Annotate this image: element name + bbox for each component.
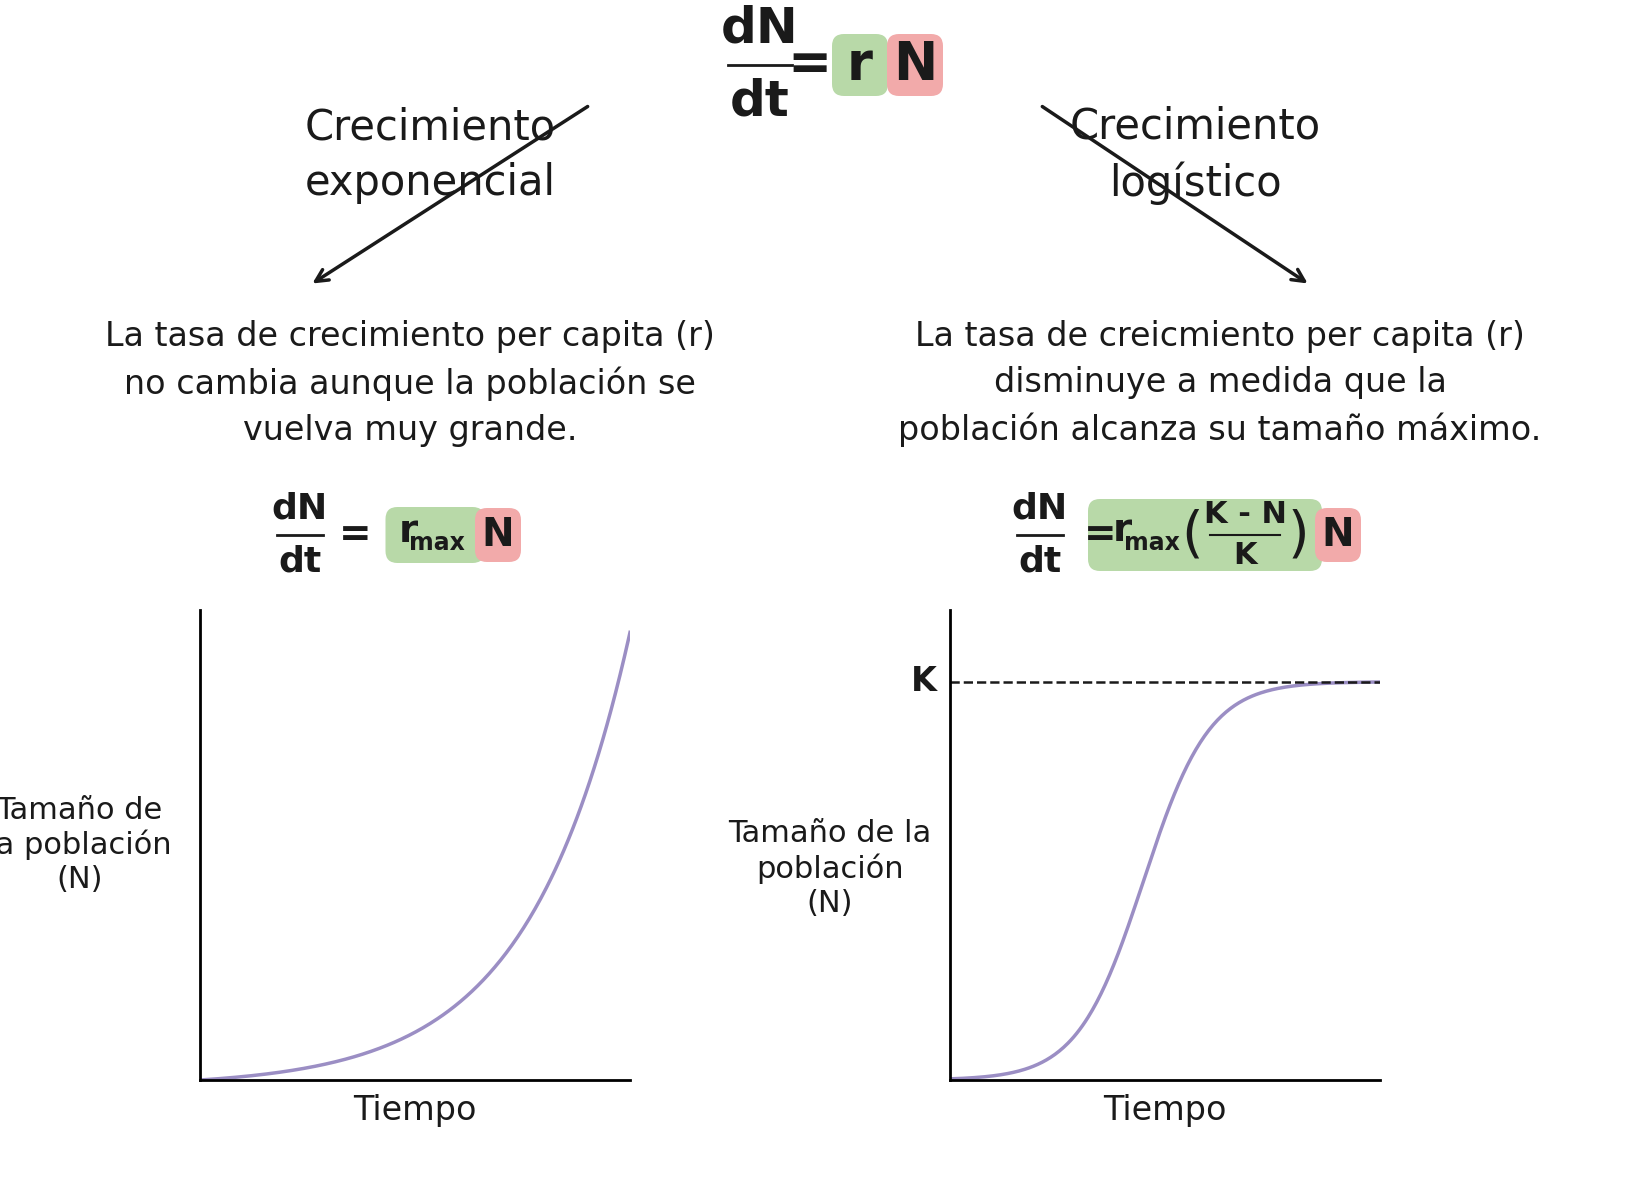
Text: dN: dN <box>272 491 327 526</box>
Text: =: = <box>339 516 371 555</box>
Text: r: r <box>399 512 417 550</box>
Text: r: r <box>1113 511 1132 549</box>
Text: Crecimiento
logístico: Crecimiento logístico <box>1069 106 1321 205</box>
FancyBboxPatch shape <box>888 35 943 96</box>
Y-axis label: Tamaño de
la población
(N): Tamaño de la población (N) <box>0 796 173 894</box>
Text: dt: dt <box>730 77 790 126</box>
Text: dN: dN <box>722 5 798 52</box>
X-axis label: Tiempo: Tiempo <box>353 1094 477 1127</box>
Text: =: = <box>1083 516 1116 555</box>
Text: K - N: K - N <box>1204 500 1287 528</box>
FancyBboxPatch shape <box>476 508 521 562</box>
Text: N: N <box>893 39 937 90</box>
Text: dN: dN <box>1012 491 1069 526</box>
FancyBboxPatch shape <box>1088 499 1323 571</box>
FancyBboxPatch shape <box>386 507 484 563</box>
Text: N: N <box>1321 516 1354 555</box>
Text: K: K <box>911 665 937 699</box>
Text: dt: dt <box>279 544 321 578</box>
Y-axis label: Tamaño de la
población
(N): Tamaño de la población (N) <box>728 820 932 917</box>
Text: La tasa de creicmiento per capita (r)
disminuye a medida que la
población alcanz: La tasa de creicmiento per capita (r) di… <box>898 320 1541 447</box>
Text: r: r <box>847 39 873 90</box>
Text: max: max <box>409 531 464 555</box>
Text: dt: dt <box>1018 544 1062 578</box>
Text: Crecimiento
exponencial: Crecimiento exponencial <box>305 106 555 203</box>
Text: ): ) <box>1287 508 1308 562</box>
FancyBboxPatch shape <box>832 35 888 96</box>
Text: (: ( <box>1181 508 1202 562</box>
Text: La tasa de crecimiento per capita (r)
no cambia aunque la población se
vuelva mu: La tasa de crecimiento per capita (r) no… <box>104 320 715 447</box>
Text: max: max <box>1124 531 1179 555</box>
Text: =: = <box>788 39 832 90</box>
Text: N: N <box>482 516 515 555</box>
X-axis label: Tiempo: Tiempo <box>1103 1094 1227 1127</box>
FancyBboxPatch shape <box>1315 508 1360 562</box>
Text: K: K <box>1233 541 1258 570</box>
